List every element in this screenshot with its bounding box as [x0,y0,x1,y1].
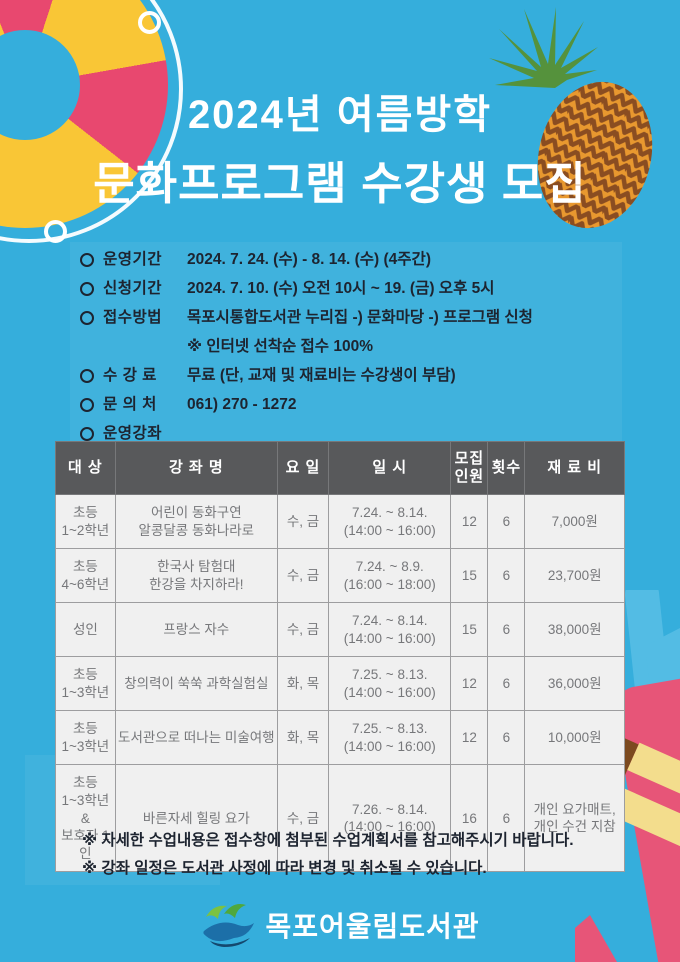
cell-capacity: 12 [450,656,489,712]
cell-datetime: 7.25. ~ 8.13. (14:00 ~ 16:00) [328,656,452,712]
cell-course-name: 한국사 탐험대 한강을 차지하라! [114,548,278,604]
cell-sessions: 6 [487,548,526,604]
circle-bullet-icon [80,398,94,412]
cell-target: 초등 1~3학년 [55,710,116,766]
pineapple-body [537,81,653,229]
cell-target: 성인 [55,602,116,658]
cell-capacity: 15 [450,548,489,604]
program-info-list: 운영기간 2024. 7. 24. (수) - 8. 14. (수) (4주간)… [80,250,625,453]
info-label: 접수방법 [103,309,163,326]
header-capacity: 모집인원 [450,441,489,495]
library-logo: 목포어울림도서관 [0,900,680,950]
info-row-courses: 운영강좌 [80,424,625,444]
cell-course-name: 프랑스 자수 [114,602,278,658]
info-value: 061) 270 - 1272 [187,396,297,413]
rope-loop-icon [138,11,161,34]
cell-capacity: 16 [450,764,489,873]
circle-bullet-icon [80,427,94,441]
cell-datetime: 7.26. ~ 8.14. (14:00 ~ 16:00) [328,764,452,873]
cell-day: 수, 금 [276,548,330,604]
library-name: 목포어울림도서관 [265,911,480,942]
circle-bullet-icon [80,253,94,267]
header-course-name: 강 좌 명 [114,441,278,495]
info-value: 2024. 7. 10. (수) 오전 10시 ~ 19. (금) 오후 5시 [187,280,495,297]
cell-sessions: 6 [487,602,526,658]
circle-bullet-icon [80,369,94,383]
background-tint [70,242,622,442]
header-target: 대 상 [55,441,116,495]
header-datetime: 일 시 [328,441,452,495]
cell-course-name: 어린이 동화구연 알콩달콩 동화나라로 [114,493,278,550]
internet-first-come-note: ※ 인터넷 선착순 접수 100% [187,338,374,355]
cell-datetime: 7.24. ~ 8.14. (14:00 ~ 16:00) [328,602,452,658]
header-day: 요 일 [276,441,330,495]
table-row: 초등 1~2학년 어린이 동화구연 알콩달콩 동화나라로 수, 금 7.24. … [55,493,625,550]
rope-loop-icon [44,220,67,243]
footer-notes: ※ 자세한 수업내용은 접수창에 첨부된 수업계획서를 참고해주시기 바랍니다.… [82,827,574,883]
cell-target: 초등 1~2학년 [55,493,116,550]
circle-bullet-icon [80,282,94,296]
table-row: 초등 1~3학년 도서관으로 떠나는 미술여행 화, 목 7.25. ~ 8.1… [55,710,625,766]
poster-title: 2024년 여름방학 문화프로그램 수강생 모집 [0,82,680,212]
pineapple-leaves [489,7,598,88]
cell-course-name: 바른자세 힐링 요가 [114,764,278,873]
cell-sessions: 6 [487,764,526,873]
cell-course-name: 도서관으로 떠나는 미술여행 [114,710,278,766]
cell-course-name: 창의력이 쑥쑥 과학실험실 [114,656,278,712]
table-row: 초등 1~3학년 창의력이 쑥쑥 과학실험실 화, 목 7.25. ~ 8.13… [55,656,625,712]
cell-target: 초등 1~3학년 [55,656,116,712]
info-label: 문 의 처 [103,396,157,413]
cell-datetime: 7.24. ~ 8.9. (16:00 ~ 18:00) [328,548,452,604]
cell-sessions: 6 [487,656,526,712]
cell-material-fee: 7,000원 [524,493,625,550]
info-row-tuition: 수 강 료 무료 (단, 교재 및 재료비는 수강생이 부담) [80,366,625,386]
title-line-2: 문화프로그램 수강생 모집 [93,158,587,209]
info-row-operating-period: 운영기간 2024. 7. 24. (수) - 8. 14. (수) (4주간) [80,250,625,270]
table-row: 성인 프랑스 자수 수, 금 7.24. ~ 8.14. (14:00 ~ 16… [55,602,625,658]
table-header-row: 대 상 강 좌 명 요 일 일 시 모집인원 횟수 재 료 비 [55,441,625,495]
cell-capacity: 12 [450,493,489,550]
info-label: 수 강 료 [103,367,157,384]
cell-target: 초등 4~6학년 [55,548,116,604]
cell-material-fee: 36,000원 [524,656,625,712]
cell-material-fee: 38,000원 [524,602,625,658]
circle-bullet-icon [80,311,94,325]
cell-day: 화, 목 [276,656,330,712]
note-line: ※ 자세한 수업내용은 접수창에 첨부된 수업계획서를 참고해주시기 바랍니다. [82,832,574,849]
info-value: 무료 (단, 교재 및 재료비는 수강생이 부담) [187,367,456,384]
cell-material-fee: 10,000원 [524,710,625,766]
pineapple-icon [455,0,680,240]
cell-capacity: 12 [450,710,489,766]
note-line: ※ 강좌 일정은 도서관 사정에 따라 변경 및 취소될 수 있습니다. [82,860,487,877]
cell-sessions: 6 [487,710,526,766]
header-sessions: 횟수 [487,441,526,495]
cell-day: 화, 목 [276,710,330,766]
cell-day: 수, 금 [276,602,330,658]
course-table: 대 상 강 좌 명 요 일 일 시 모집인원 횟수 재 료 비 초등 1~2학년… [55,441,625,873]
info-row-application-method: 접수방법 목포시통합도서관 누리집 -) 문화마당 -) 프로그램 신청 ※ 인… [80,308,625,357]
info-value: 2024. 7. 24. (수) - 8. 14. (수) (4주간) [187,251,431,268]
info-value: 목포시통합도서관 누리집 -) 문화마당 -) 프로그램 신청 ※ 인터넷 선착… [187,308,625,357]
cell-day: 수, 금 [276,764,330,873]
info-label: 운영기간 [103,251,163,268]
title-line-1: 2024년 여름방학 [187,93,493,137]
cell-material-fee: 개인 요가매트, 개인 수건 지참 [524,764,625,873]
header-material-fee: 재 료 비 [524,441,625,495]
info-row-application-period: 신청기간 2024. 7. 10. (수) 오전 10시 ~ 19. (금) 오… [80,279,625,299]
info-label: 운영강좌 [103,425,163,442]
cell-datetime: 7.25. ~ 8.13. (14:00 ~ 16:00) [328,710,452,766]
cell-sessions: 6 [487,493,526,550]
bird-logo-icon [203,904,255,947]
info-label: 신청기간 [103,280,163,297]
table-row: 초등 4~6학년 한국사 탐험대 한강을 차지하라! 수, 금 7.24. ~ … [55,548,625,604]
cell-target: 초등 1~3학년 & 보호자 1인 [55,764,116,873]
application-method-text: 목포시통합도서관 누리집 -) 문화마당 -) 프로그램 신청 [187,309,533,326]
cell-material-fee: 23,700원 [524,548,625,604]
cell-capacity: 15 [450,602,489,658]
table-row: 초등 1~3학년 & 보호자 1인 바른자세 힐링 요가 수, 금 7.26. … [55,764,625,873]
info-row-contact: 문 의 처 061) 270 - 1272 [80,395,625,415]
cell-datetime: 7.24. ~ 8.14. (14:00 ~ 16:00) [328,493,452,550]
cell-day: 수, 금 [276,493,330,550]
